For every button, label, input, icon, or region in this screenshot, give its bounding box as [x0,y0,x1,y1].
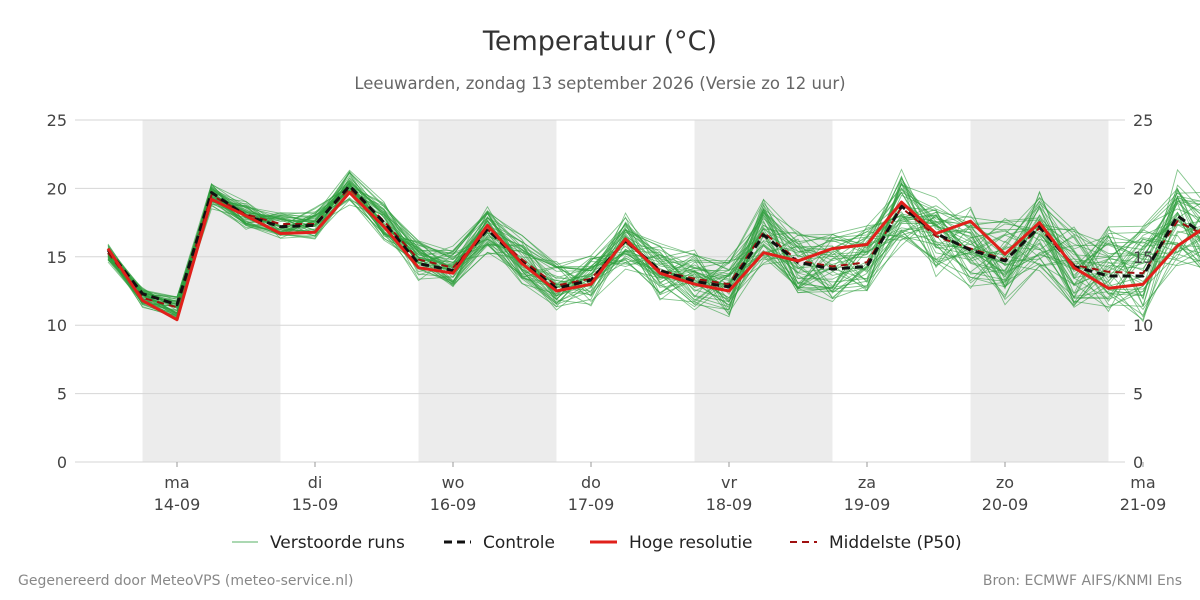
y-tick-left-25: 25 [47,111,67,130]
x-tick-date-5: 19-09 [844,495,891,514]
x-tick-day-1: di [308,473,323,492]
x-tick-day-3: do [581,473,601,492]
y-tick-right-25: 25 [1133,111,1153,130]
y-tick-right-15: 15 [1133,248,1153,267]
x-tick-date-7: 21-09 [1120,495,1167,514]
axis-ticks: 0 0 5 5 10 10 15 15 20 20 25 25 ma 14-09 di 15-09 wo 16-0… [47,111,1167,514]
ensemble-run-48 [107,187,1200,307]
median-line [107,187,1200,309]
x-tick-day-7: ma [1130,473,1155,492]
ensemble-run-37 [107,177,1200,311]
ensemble-run-40 [107,185,1200,315]
ensemble-runs [107,168,1200,323]
x-tick-day-4: vr [721,473,737,492]
control-line [106,184,1200,307]
footer-credit: Gegenereerd door MeteoVPS (meteo-service… [18,573,353,589]
x-tick-date-0: 14-09 [154,495,201,514]
y-tick-right-5: 5 [1133,385,1143,404]
legend-control-label: Controle [483,533,555,553]
y-tick-right-10: 10 [1133,316,1153,335]
ensemble-run-30 [107,190,1200,318]
x-tick-day-6: zo [996,473,1014,492]
x-tick-day-0: ma [164,473,189,492]
chart-subtitle: Leeuwarden, zondag 13 september 2026 (Ve… [354,74,845,93]
footer-source: Bron: ECMWF AIFS/KNMI Ens [983,573,1182,589]
y-tick-left-15: 15 [47,248,67,267]
legend: Verstoorde runs Controle Hoge resolutie … [232,533,962,553]
ensemble-run-39 [107,182,1200,314]
ensemble-run-41 [107,191,1200,320]
x-tick-day-2: wo [442,473,465,492]
day-shading [142,120,1109,462]
ensemble-run-43 [107,180,1200,309]
ensemble-run-49 [107,182,1200,318]
legend-median-label: Middelste (P50) [829,533,962,553]
legend-ensemble-label: Verstoorde runs [270,533,405,553]
high-res-line [106,191,1200,322]
day-band-1 [418,120,557,462]
ensemble-run-31 [107,180,1200,315]
x-tick-date-2: 16-09 [430,495,477,514]
ensemble-run-46 [107,175,1200,319]
y-tick-right-0: 0 [1133,453,1143,472]
y-tick-right-20: 20 [1133,179,1153,198]
ensemble-run-47 [107,185,1200,308]
legend-high-res-label: Hoge resolutie [629,533,753,553]
chart-title: Temperatuur (°C) [482,26,717,57]
day-band-0 [142,120,281,462]
y-tick-left-0: 0 [57,453,67,472]
y-tick-left-20: 20 [47,179,67,198]
x-tick-day-5: za [858,473,876,492]
ensemble-run-28 [107,179,1200,312]
y-tick-left-5: 5 [57,385,67,404]
x-tick-date-3: 17-09 [568,495,615,514]
ensemble-run-32 [107,186,1200,305]
x-tick-date-1: 15-09 [292,495,339,514]
y-tick-left-10: 10 [47,316,67,335]
main-series [106,184,1200,322]
x-tick-date-4: 18-09 [706,495,753,514]
x-tick-date-6: 20-09 [982,495,1029,514]
